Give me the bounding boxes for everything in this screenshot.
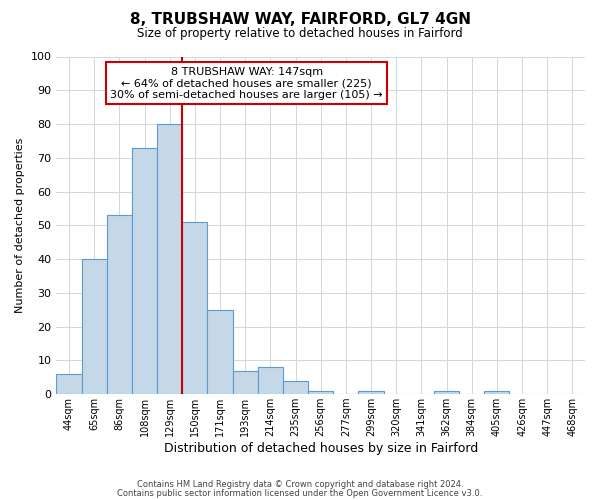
- Bar: [82, 259, 107, 394]
- Text: Contains public sector information licensed under the Open Government Licence v3: Contains public sector information licen…: [118, 488, 482, 498]
- X-axis label: Distribution of detached houses by size in Fairford: Distribution of detached houses by size …: [164, 442, 478, 455]
- Bar: [107, 215, 132, 394]
- Text: 8 TRUBSHAW WAY: 147sqm
← 64% of detached houses are smaller (225)
30% of semi-de: 8 TRUBSHAW WAY: 147sqm ← 64% of detached…: [110, 66, 383, 100]
- Bar: [484, 391, 509, 394]
- Bar: [208, 310, 233, 394]
- Bar: [132, 148, 157, 394]
- Bar: [157, 124, 182, 394]
- Y-axis label: Number of detached properties: Number of detached properties: [15, 138, 25, 313]
- Text: 8, TRUBSHAW WAY, FAIRFORD, GL7 4GN: 8, TRUBSHAW WAY, FAIRFORD, GL7 4GN: [130, 12, 470, 28]
- Bar: [258, 367, 283, 394]
- Text: Size of property relative to detached houses in Fairford: Size of property relative to detached ho…: [137, 28, 463, 40]
- Bar: [308, 391, 333, 394]
- Bar: [233, 370, 258, 394]
- Bar: [283, 380, 308, 394]
- Text: Contains HM Land Registry data © Crown copyright and database right 2024.: Contains HM Land Registry data © Crown c…: [137, 480, 463, 489]
- Bar: [56, 374, 82, 394]
- Bar: [182, 222, 208, 394]
- Bar: [434, 391, 459, 394]
- Bar: [358, 391, 383, 394]
